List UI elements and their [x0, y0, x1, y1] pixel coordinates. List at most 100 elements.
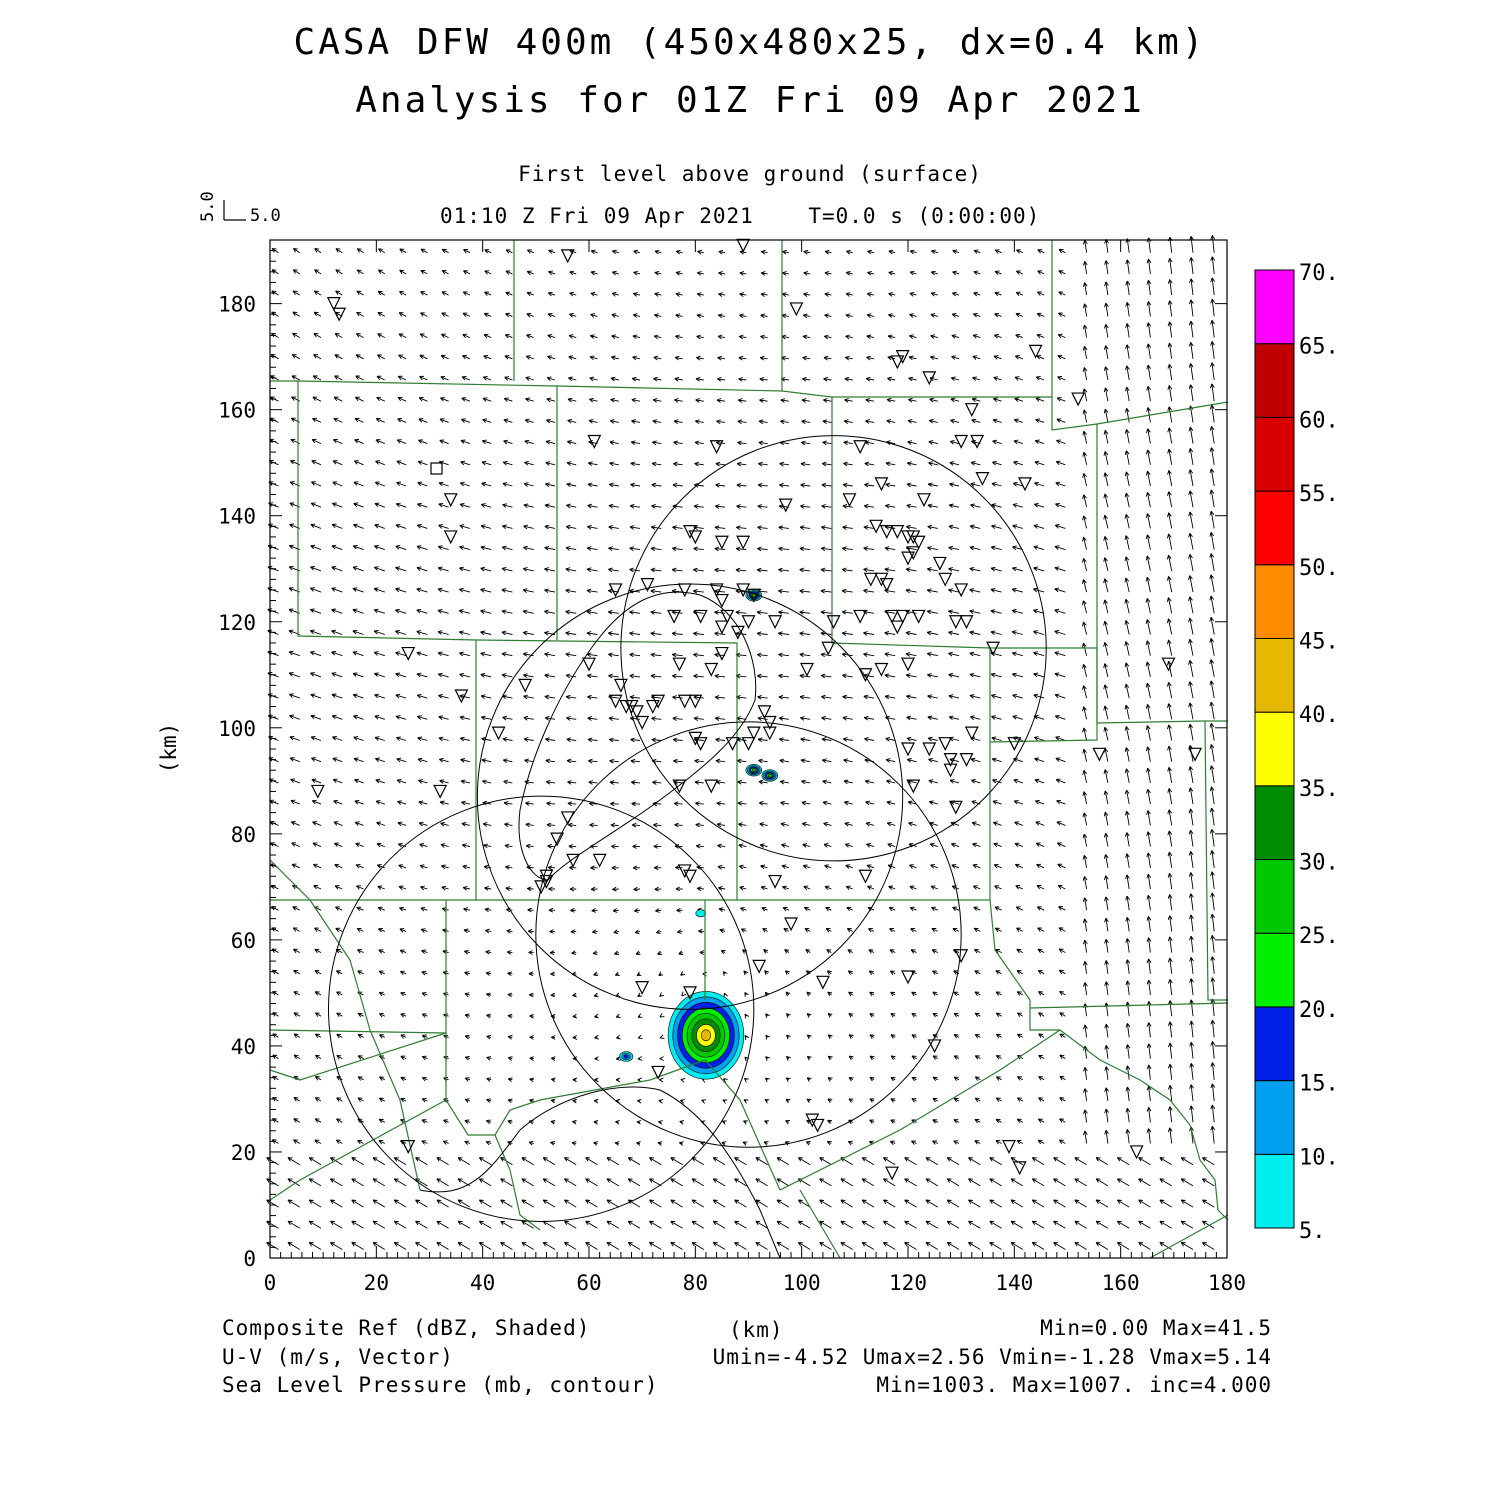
- station-marker: [948, 615, 963, 630]
- station-marker: [805, 1113, 820, 1128]
- station-marker: [890, 620, 905, 635]
- station-marker: [970, 434, 985, 449]
- colorbar-tick-label: 5.: [1299, 1219, 1326, 1244]
- station-marker: [906, 530, 921, 545]
- footer-pressure-range: Min=1003. Max=1007. inc=4.000: [876, 1373, 1272, 1397]
- station-marker: [693, 609, 708, 624]
- colorbar-segment: [1254, 785, 1295, 861]
- station-marker: [640, 578, 655, 592]
- station-marker: [613, 678, 628, 693]
- colorbar-tick-label: 55.: [1299, 482, 1339, 507]
- station-marker: [938, 572, 953, 587]
- station-marker: [800, 662, 814, 677]
- station-marker: [736, 238, 751, 253]
- y-tick-label: 60: [231, 929, 256, 953]
- station-marker: [927, 1039, 942, 1054]
- radar-site-marker: [430, 462, 443, 475]
- colorbar-tick-label: 60.: [1299, 408, 1339, 433]
- station-marker: [1161, 657, 1176, 672]
- station-marker: [954, 434, 969, 449]
- station-marker: [810, 1118, 825, 1133]
- y-tick-label: 160: [218, 399, 256, 423]
- station-marker: [768, 615, 783, 630]
- station-marker: [714, 593, 729, 608]
- station-marker: [959, 615, 974, 630]
- reflectivity-contour: [623, 1054, 629, 1059]
- y-tick-label: 100: [218, 717, 256, 741]
- station-marker: [672, 779, 687, 794]
- station-marker: [757, 705, 772, 720]
- reflectivity-cell: [761, 769, 779, 782]
- colorbar: 5. 10. 15. 20. 25. 30. 35. 40. 45. 50. 55. 60. 65. 70…: [1254, 261, 1339, 1244]
- station-marker: [693, 737, 708, 752]
- station-marker: [964, 726, 979, 741]
- station-marker: [879, 525, 894, 539]
- station-marker: [911, 535, 926, 550]
- station-marker: [964, 403, 979, 418]
- station-marker: [608, 583, 623, 598]
- station-marker: [714, 620, 729, 635]
- x-tick-label: 120: [889, 1271, 927, 1295]
- valid-time-label: 01:10 Z Fri 09 Apr 2021 T=0.0 s (0:00:00…: [440, 204, 1041, 228]
- station-marker: [901, 970, 915, 985]
- station-marker: [730, 625, 745, 640]
- station-marker: [916, 493, 931, 508]
- reflectivity-contour: [700, 1029, 712, 1042]
- station-marker: [709, 583, 724, 598]
- station-marker: [725, 737, 740, 752]
- station-marker: [683, 525, 697, 539]
- station-marker: [326, 297, 341, 311]
- station-marker: [901, 657, 915, 672]
- station-marker: [954, 949, 969, 964]
- station-marker: [1071, 392, 1086, 407]
- x-tick-label: 40: [470, 1271, 495, 1295]
- station-marker: [704, 662, 719, 677]
- range-ring: [476, 583, 904, 1010]
- station-marker: [1002, 1140, 1016, 1155]
- station-marker: [491, 726, 506, 741]
- station-marker: [874, 477, 889, 492]
- station-marker: [959, 753, 974, 767]
- station-marker: [688, 694, 703, 709]
- station-marker: [752, 959, 767, 974]
- colorbar-segment: [1254, 343, 1295, 418]
- station-marker: [667, 609, 682, 624]
- station-marker: [986, 641, 1001, 656]
- station-marker: [560, 249, 575, 264]
- wind-vector-field: [266, 235, 1216, 1250]
- station-marker: [784, 917, 799, 932]
- station-marker: [922, 371, 937, 386]
- colorbar-tick-label: 15.: [1299, 1072, 1339, 1097]
- station-marker: [943, 753, 958, 767]
- station-marker: [454, 689, 469, 704]
- station-marker: [895, 609, 910, 624]
- station-marker: [688, 530, 703, 545]
- y-tick-label: 40: [231, 1035, 256, 1059]
- colorbar-tick-label: 45.: [1299, 629, 1339, 654]
- station-marker: [651, 694, 666, 709]
- colorbar-tick-label: 65.: [1299, 335, 1339, 360]
- reflectivity-field: [619, 589, 779, 1080]
- station-markers: [310, 238, 1203, 1181]
- station-marker: [938, 737, 953, 752]
- station-marker: [1188, 747, 1203, 762]
- station-marker: [746, 588, 761, 603]
- reflectivity-cell: [695, 909, 706, 918]
- county-borders: [269, 240, 1229, 1259]
- vector-key: 5.0 5.0: [198, 191, 281, 226]
- station-marker: [911, 609, 926, 624]
- station-marker: [332, 307, 347, 322]
- radar-range-rings: [327, 435, 1047, 1222]
- vector-key-u-label: 5.0: [250, 206, 281, 226]
- station-marker: [582, 657, 596, 672]
- station-marker: [683, 869, 697, 884]
- station-marker: [885, 1166, 900, 1181]
- colorbar-segment: [1254, 711, 1295, 787]
- station-marker: [858, 668, 873, 683]
- station-marker: [566, 853, 581, 868]
- station-marker: [821, 641, 836, 656]
- station-marker: [688, 731, 703, 746]
- y-tick-label: 0: [243, 1247, 256, 1271]
- range-ring: [327, 795, 755, 1222]
- station-marker: [560, 811, 575, 826]
